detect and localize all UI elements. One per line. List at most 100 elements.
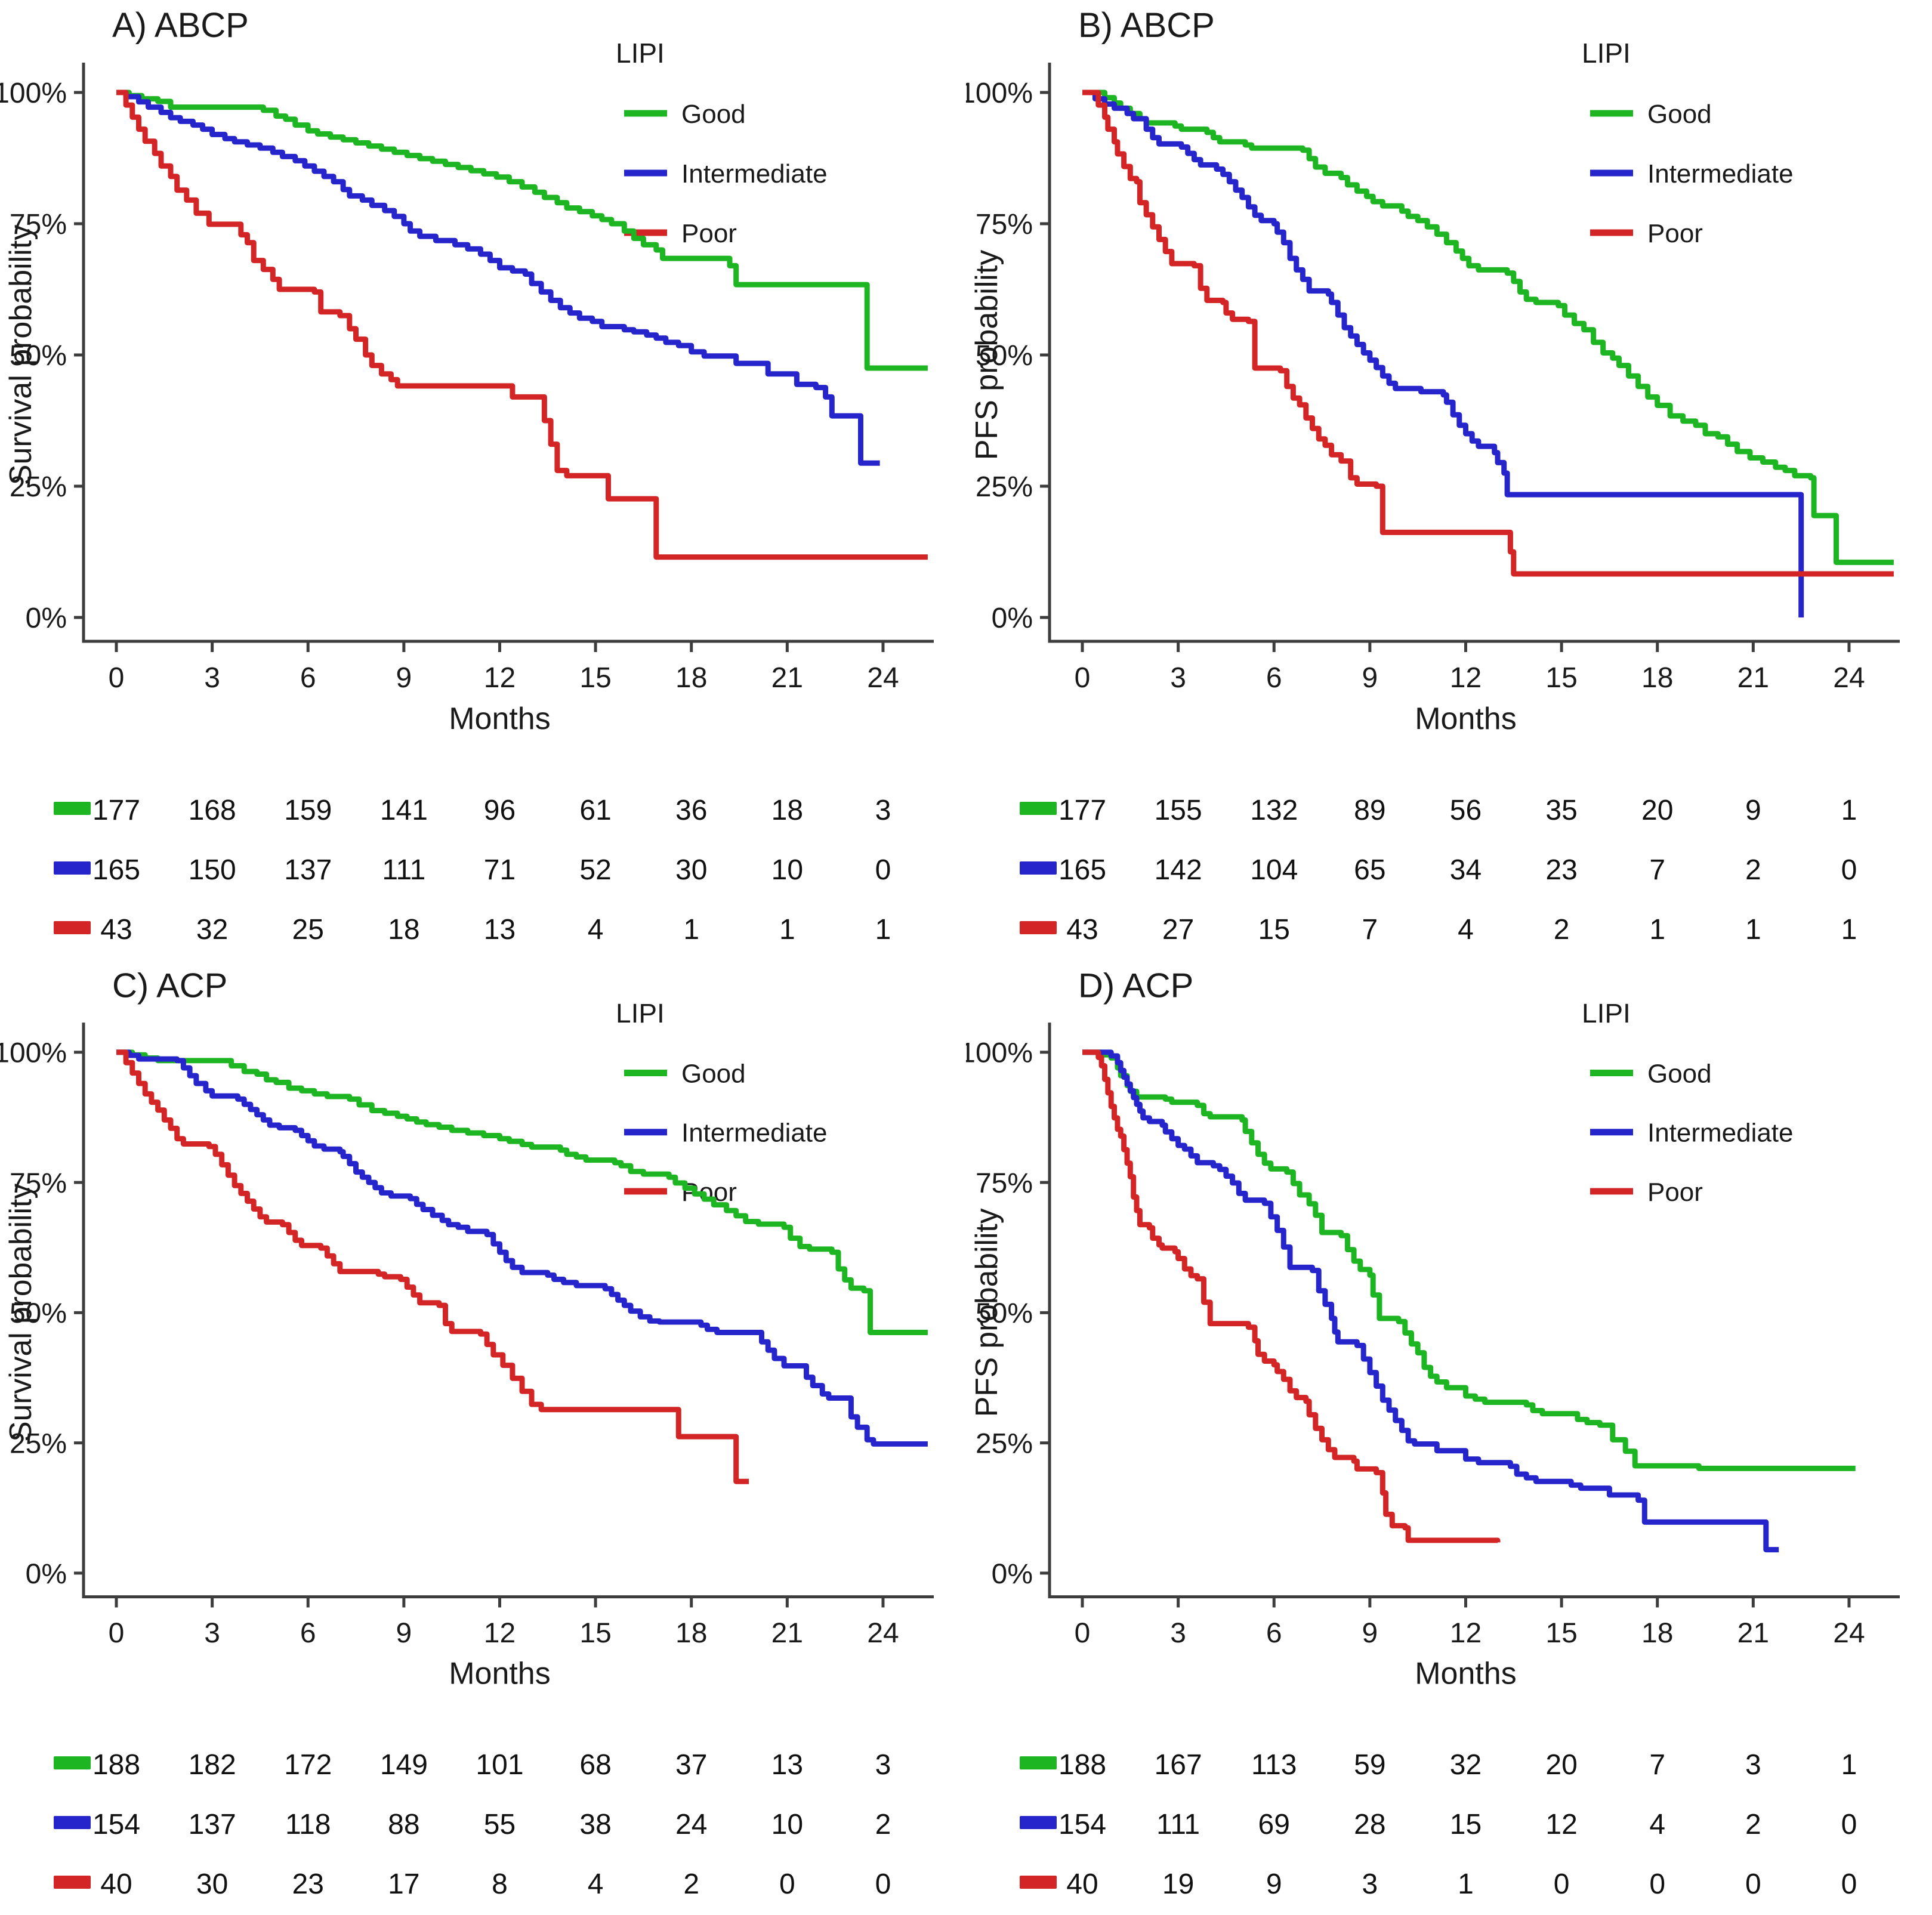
number-at-risk: 188 <box>1058 1749 1107 1781</box>
number-at-risk: 155 <box>1154 795 1202 826</box>
number-at-risk: 4 <box>587 914 604 946</box>
number-at-risk: 23 <box>1545 854 1578 886</box>
number-at-risk: 182 <box>188 1749 236 1781</box>
number-at-risk: 0 <box>1841 854 1857 886</box>
y-tick-label: 75% <box>10 209 67 240</box>
number-at-risk: 101 <box>476 1749 524 1781</box>
number-at-risk: 15 <box>1258 914 1290 946</box>
x-tick-label: 3 <box>204 1617 220 1649</box>
number-at-risk: 7 <box>1649 854 1666 886</box>
number-at-risk: 0 <box>1553 1868 1570 1900</box>
x-tick-label: 15 <box>1545 1617 1577 1649</box>
x-axis-title: Months <box>1415 1656 1516 1691</box>
x-tick-label: 18 <box>675 662 707 694</box>
number-at-risk: 20 <box>1545 1749 1578 1781</box>
km-curve-poor <box>116 89 928 560</box>
number-at-risk: 43 <box>1066 914 1098 946</box>
legend-label: Poor <box>681 219 737 248</box>
number-at-risk: 165 <box>1058 854 1107 886</box>
number-at-risk: 2 <box>1553 914 1570 946</box>
number-at-risk: 19 <box>1162 1868 1195 1900</box>
x-tick-label: 9 <box>1362 662 1378 694</box>
number-at-risk: 56 <box>1449 795 1482 826</box>
number-at-risk: 154 <box>1058 1809 1107 1840</box>
legend-label: Poor <box>1647 219 1703 248</box>
risk-swatch-intermediate <box>54 861 91 875</box>
risk-swatch-good <box>54 802 91 815</box>
number-at-risk: 3 <box>1745 1749 1761 1781</box>
number-at-risk: 188 <box>92 1749 141 1781</box>
y-tick-label: 0% <box>26 1558 67 1590</box>
number-at-risk: 17 <box>388 1868 420 1900</box>
x-tick-label: 15 <box>579 662 611 694</box>
y-tick-label: 100% <box>0 78 67 109</box>
number-at-risk: 137 <box>188 1809 236 1840</box>
legend-label: Good <box>681 1060 746 1089</box>
km-curve-intermediate <box>116 1049 928 1447</box>
number-at-risk: 61 <box>579 795 612 826</box>
panel-acp-survival: C) ACP 0% 25% 50% 75% 100% 0 3 6 9 12 15 18 21 24 Month… <box>0 960 966 1718</box>
number-at-risk: 10 <box>771 1809 804 1840</box>
number-at-risk: 18 <box>771 795 804 826</box>
number-at-risk: 15 <box>1449 1809 1482 1840</box>
km-curve-good <box>116 1049 928 1335</box>
x-tick-label: 9 <box>1362 1617 1378 1649</box>
legend-label: Intermediate <box>1647 159 1794 189</box>
x-tick-label: 0 <box>109 662 125 694</box>
number-at-risk: 0 <box>1745 1868 1761 1900</box>
number-at-risk: 96 <box>483 795 516 826</box>
number-at-risk: 4 <box>1458 914 1474 946</box>
number-at-risk: 2 <box>1745 854 1761 886</box>
number-at-risk: 38 <box>579 1809 612 1840</box>
number-at-risk: 55 <box>483 1809 516 1840</box>
number-at-risk: 104 <box>1250 854 1298 886</box>
number-at-risk: 168 <box>188 795 236 826</box>
number-at-risk: 154 <box>92 1809 141 1840</box>
risk-swatch-poor <box>54 1876 91 1889</box>
legend-title: LIPI <box>616 998 665 1028</box>
number-at-risk: 30 <box>196 1868 229 1900</box>
number-at-risk: 159 <box>284 795 332 826</box>
risk-swatch-intermediate <box>1020 1816 1057 1829</box>
risk-swatch-good <box>1020 802 1057 815</box>
x-tick-label: 18 <box>1641 1617 1673 1649</box>
x-tick-label: 0 <box>109 1617 125 1649</box>
number-at-risk: 172 <box>284 1749 332 1781</box>
number-at-risk: 150 <box>188 854 236 886</box>
legend-label: Good <box>681 100 746 129</box>
x-tick-label: 9 <box>396 662 412 694</box>
number-at-risk: 23 <box>292 1868 324 1900</box>
x-tick-label: 3 <box>1170 662 1186 694</box>
km-curve-poor <box>1082 89 1894 577</box>
y-tick-label: 25% <box>976 471 1033 503</box>
number-at-risk: 13 <box>771 1749 804 1781</box>
number-at-risk: 113 <box>1251 1749 1297 1781</box>
number-at-risk: 12 <box>1545 1809 1578 1840</box>
number-at-risk: 1 <box>1458 1868 1474 1900</box>
number-at-risk: 4 <box>587 1868 604 1900</box>
x-tick-label: 6 <box>300 662 316 694</box>
panel-acp-pfs: D) ACP 0% 25% 50% 75% 100% 0 3 6 9 12 15 18 21 24 Month… <box>966 960 1932 1718</box>
y-tick-label: 100% <box>966 1037 1033 1069</box>
y-tick-label: 0% <box>992 603 1033 634</box>
number-at-risk: 10 <box>771 854 804 886</box>
legend-label: Intermediate <box>1647 1119 1794 1148</box>
km-chart-acp-survival: C) ACP 0% 25% 50% 75% 100% 0 3 6 9 12 15 18 21 24 Month… <box>0 967 934 1690</box>
y-tick-label: 25% <box>10 1428 67 1460</box>
x-tick-label: 21 <box>1737 662 1769 694</box>
km-curve-good <box>1082 89 1894 566</box>
y-tick-label: 50% <box>976 1298 1033 1329</box>
x-tick-label: 0 <box>1075 662 1091 694</box>
number-at-risk: 28 <box>1354 1809 1386 1840</box>
km-chart-abcp-survival: A) ABCP 0% 25% 50% 75% 100% 0 3 6 9 12 15 18 21 24 Mont… <box>0 6 934 736</box>
x-tick-label: 0 <box>1075 1617 1091 1649</box>
number-at-risk: 0 <box>1649 1868 1666 1900</box>
number-at-risk: 69 <box>1258 1809 1290 1840</box>
number-at-risk: 0 <box>875 1868 891 1900</box>
km-curve-good <box>1082 1049 1856 1471</box>
y-axis-title: PFS probability <box>969 1208 1004 1417</box>
number-at-risk: 177 <box>1058 795 1107 826</box>
number-at-risk: 68 <box>579 1749 612 1781</box>
y-axis-title: Survival probability <box>4 225 38 485</box>
number-at-risk: 149 <box>379 1749 428 1781</box>
